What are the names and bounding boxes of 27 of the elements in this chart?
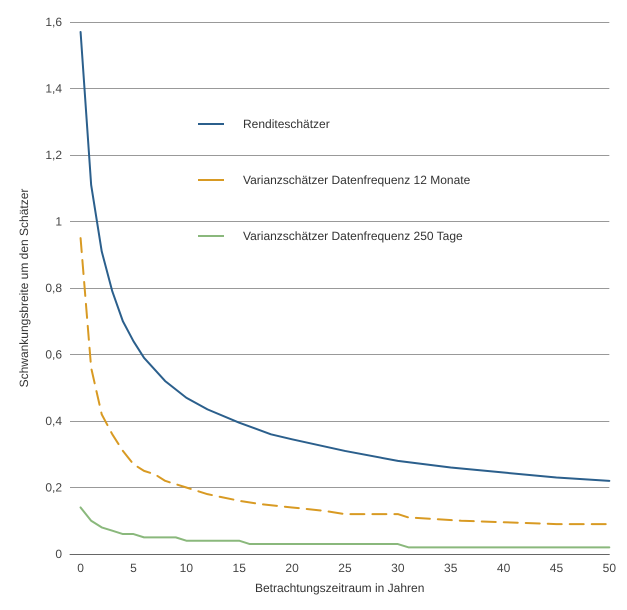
y-tick-label: 0,8 xyxy=(45,281,62,295)
x-tick-label: 15 xyxy=(232,561,246,575)
y-tick-label: 0 xyxy=(55,547,62,561)
x-tick-label: 35 xyxy=(444,561,458,575)
x-tick-label: 0 xyxy=(77,561,84,575)
y-tick-label: 1,2 xyxy=(45,148,62,162)
y-tick-label: 0,4 xyxy=(45,414,62,428)
legend-label: Varianzschätzer Datenfrequenz 250 Tage xyxy=(243,229,464,243)
y-tick-label: 1,6 xyxy=(45,15,62,29)
x-tick-label: 25 xyxy=(338,561,352,575)
x-tick-label: 10 xyxy=(180,561,194,575)
line-series xyxy=(80,30,610,482)
y-tick-label: 1,4 xyxy=(45,82,62,96)
y-tick-label: 0,6 xyxy=(45,348,62,362)
x-tick-label: 30 xyxy=(391,561,405,575)
x-tick-label: 5 xyxy=(130,561,138,575)
x-tick-label: 40 xyxy=(496,561,511,575)
legend-label: Renditeschätzer xyxy=(243,117,330,131)
y-axis-title: Schwankungsbreite um den Schätzer xyxy=(17,188,31,388)
x-tick-label: 45 xyxy=(550,561,564,575)
line-series xyxy=(80,506,610,548)
x-tick-label: 20 xyxy=(285,561,300,575)
x-axis-title: Betrachtungszeitraum in Jahren xyxy=(254,581,424,595)
legend-label: Varianzschätzer Datenfrequenz 12 Monate xyxy=(243,173,471,187)
y-tick-label: 1 xyxy=(55,214,62,228)
y-tick-label: 0,2 xyxy=(45,480,62,494)
x-tick-label: 50 xyxy=(602,561,616,575)
